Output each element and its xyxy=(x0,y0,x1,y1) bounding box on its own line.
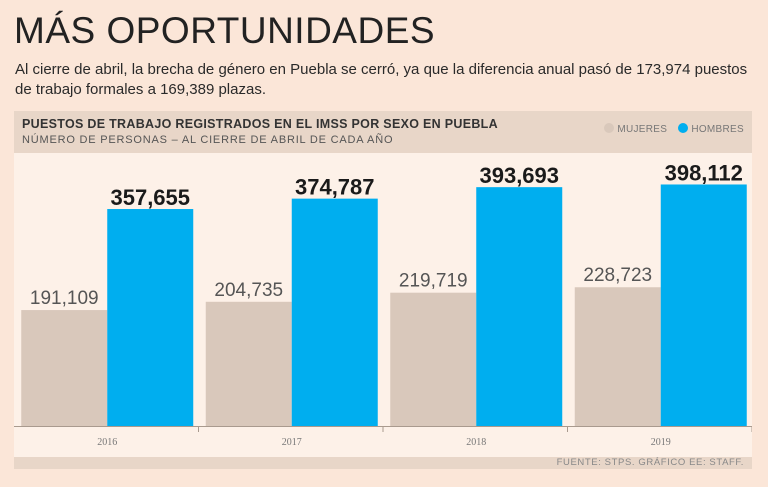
bar-mujeres-2018 xyxy=(390,292,477,426)
data-label-hombres-2018: 393,693 xyxy=(479,163,559,188)
bar-mujeres-2017 xyxy=(205,301,292,426)
bar-hombres-2017 xyxy=(291,198,378,426)
legend-label-women: MUJERES xyxy=(617,124,668,135)
legend-dot-women-icon xyxy=(604,123,615,133)
data-label-mujeres-2018: 219,719 xyxy=(399,271,468,292)
data-label-mujeres-2016: 191,109 xyxy=(30,288,99,309)
chart-subtitle: NÚMERO DE PERSONAS – AL CIERRE DE ABRIL … xyxy=(22,134,394,146)
chart-title: PUESTOS DE TRABAJO REGISTRADOS EN EL IMS… xyxy=(22,117,498,131)
bar-hombres-2019 xyxy=(660,184,747,426)
source-band: FUENTE: STPS. GRÁFICO EE: STAFF. xyxy=(14,457,752,469)
chart-legend: MUJERES HOMBRES xyxy=(596,123,744,135)
x-tick-label-2017: 2017 xyxy=(282,437,302,448)
chart-header: PUESTOS DE TRABAJO REGISTRADOS EN EL IMS… xyxy=(14,111,752,153)
page-title: MÁS OPORTUNIDADES xyxy=(14,10,436,51)
x-tick-label-2019: 2019 xyxy=(651,437,671,448)
data-label-mujeres-2017: 204,735 xyxy=(214,280,283,301)
page-subtitle: Al cierre de abril, la brecha de género … xyxy=(15,61,748,98)
bar-hombres-2018 xyxy=(476,187,563,426)
bar-mujeres-2019 xyxy=(574,287,661,426)
legend-dot-men-icon xyxy=(678,123,689,133)
source-note: FUENTE: STPS. GRÁFICO EE: STAFF. xyxy=(556,457,744,468)
bar-hombres-2016 xyxy=(107,209,194,426)
data-label-hombres-2017: 374,787 xyxy=(295,175,375,200)
data-label-mujeres-2019: 228,723 xyxy=(583,265,652,286)
plot-area: 191,109 357,655 2016 204,735 374,787 2017 219,… xyxy=(14,153,752,457)
bar-mujeres-2016 xyxy=(21,310,108,426)
legend-label-men: HOMBRES xyxy=(691,124,744,135)
bar-chart: 191,109 357,655 2016 204,735 374,787 2017 219,… xyxy=(14,160,752,448)
data-label-hombres-2019: 398,112 xyxy=(665,160,743,185)
legend-item-men: HOMBRES xyxy=(678,123,744,135)
x-tick-label-2016: 2016 xyxy=(97,437,117,448)
data-label-hombres-2016: 357,655 xyxy=(110,185,190,210)
x-tick-label-2018: 2018 xyxy=(466,437,486,448)
legend-item-women: MUJERES xyxy=(604,123,670,135)
